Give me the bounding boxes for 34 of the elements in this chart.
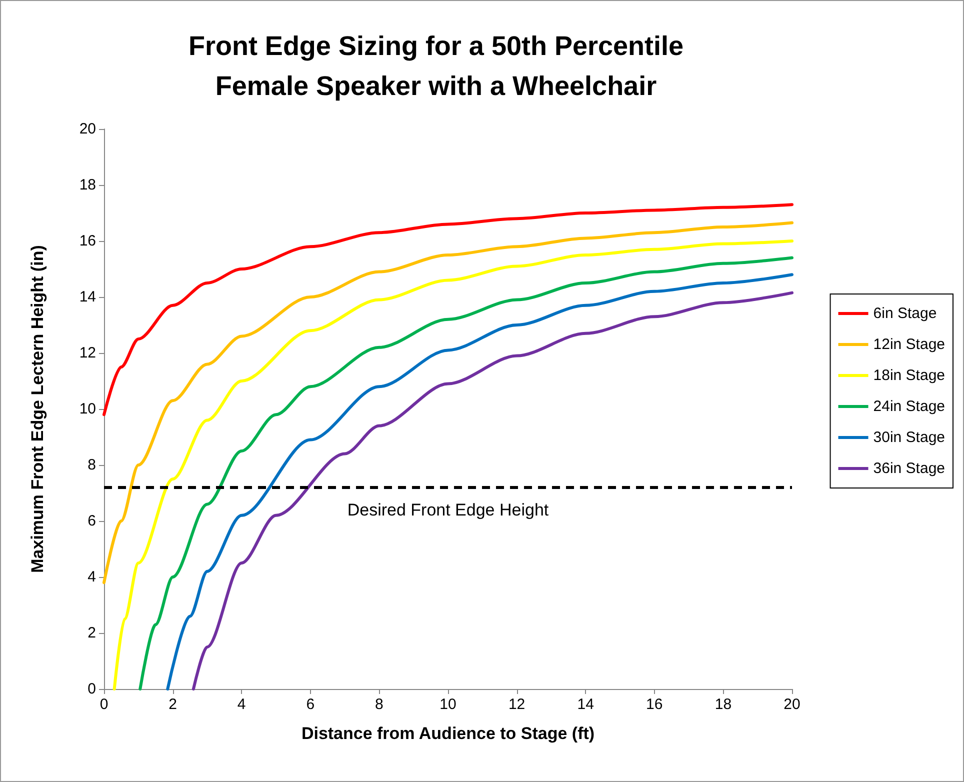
x-tick-label: 4 <box>237 696 246 713</box>
y-tick-label: 10 <box>79 400 96 418</box>
y-tick-label: 0 <box>88 680 96 698</box>
x-tick-label: 14 <box>577 696 594 713</box>
y-tick-label: 20 <box>79 120 96 138</box>
line-series <box>102 203 794 416</box>
legend-label: 12in Stage <box>873 336 946 353</box>
x-tick-label: 0 <box>100 696 108 713</box>
legend-label: 30in Stage <box>873 429 946 446</box>
x-tick-label: 8 <box>375 696 384 713</box>
x-tick-label: 12 <box>508 696 526 713</box>
y-tick-label: 2 <box>88 624 96 642</box>
y-tick-label: 16 <box>79 232 96 250</box>
y-tick-label: 6 <box>88 512 96 530</box>
line-series <box>102 221 794 584</box>
y-tick-label: 18 <box>79 176 96 194</box>
y-axis-title: Maximum Front Edge Lectern Height (in) <box>28 245 47 573</box>
x-tick-label: 6 <box>306 696 315 713</box>
y-tick-label: 8 <box>88 456 96 474</box>
y-tick-label: 14 <box>79 288 96 306</box>
y-tick-label: 12 <box>79 344 96 362</box>
x-tick-label: 10 <box>440 696 456 713</box>
chart-title: Front Edge Sizing for a 50th Percentile Female Speaker with a Wheelchair <box>188 31 684 101</box>
x-tick-label: 18 <box>714 696 732 713</box>
legend-label: 6in Stage <box>873 305 937 322</box>
legend-label: 24in Stage <box>873 398 946 415</box>
x-axis-title: Distance from Audience to Stage (ft) <box>301 724 595 743</box>
y-tick-label: 4 <box>88 568 96 586</box>
legend-label: 36in Stage <box>873 460 946 477</box>
x-tick-label: 2 <box>168 696 177 713</box>
ref-line-label: Desired Front Edge Height <box>347 500 549 520</box>
x-tick-label: 16 <box>646 696 663 713</box>
x-tick-label: 20 <box>784 696 800 713</box>
legend-label: 18in Stage <box>873 367 946 384</box>
